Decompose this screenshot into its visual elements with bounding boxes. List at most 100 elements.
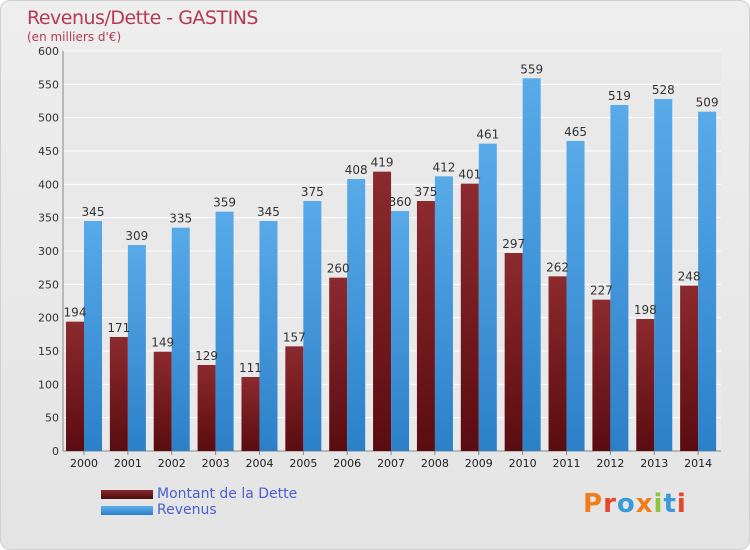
x-tick-label: 2013 (640, 457, 668, 470)
data-label-revenus: 408 (345, 163, 368, 177)
data-label-dette: 227 (590, 284, 613, 298)
data-label-dette: 419 (371, 156, 394, 170)
bar-dette (66, 321, 84, 451)
legend-swatch-dette (101, 489, 153, 499)
y-tick-label: 400 (38, 178, 59, 191)
bar-revenus (84, 221, 102, 451)
data-label-dette: 262 (546, 260, 569, 274)
x-tick-label: 2005 (289, 457, 317, 470)
logo-letter: t (663, 489, 677, 519)
data-label-revenus: 345 (82, 205, 105, 219)
data-label-revenus: 309 (125, 229, 148, 243)
bar-dette (109, 337, 128, 451)
bar-revenus (347, 179, 366, 451)
logo-letter: i (653, 489, 664, 519)
chart-subtitle: (en milliers d'€) (27, 30, 122, 44)
data-label-dette: 198 (634, 303, 657, 317)
bar-dette (241, 377, 260, 451)
bar-dette (592, 299, 611, 451)
data-label-dette: 111 (239, 361, 262, 375)
x-tick-label: 2007 (377, 457, 405, 470)
y-tick-label: 50 (45, 412, 59, 425)
bar-revenus (478, 143, 497, 451)
x-tick-label: 2002 (158, 457, 186, 470)
bar-dette (285, 346, 304, 451)
logo-letter: o (616, 489, 636, 519)
bar-revenus (127, 245, 146, 451)
data-label-revenus: 345 (257, 205, 280, 219)
x-tick-label: 2006 (333, 457, 361, 470)
bar-dette (416, 201, 435, 451)
data-label-revenus: 465 (564, 125, 587, 139)
y-tick-label: 150 (38, 345, 59, 358)
x-tick-label: 2009 (465, 457, 493, 470)
bar-dette (373, 171, 392, 451)
y-tick-label: 200 (38, 312, 59, 325)
x-tick-label: 2004 (245, 457, 273, 470)
y-tick-label: 300 (38, 245, 59, 258)
data-label-dette: 171 (107, 321, 130, 335)
data-label-dette: 194 (64, 306, 87, 320)
data-label-dette: 129 (195, 349, 218, 363)
x-tick-label: 2001 (114, 457, 142, 470)
x-tick-label: 2012 (596, 457, 624, 470)
legend-swatch-revenus (101, 505, 153, 515)
y-tick-label: 0 (52, 445, 59, 458)
x-tick-label: 2008 (421, 457, 449, 470)
bar-revenus (215, 211, 234, 451)
data-label-revenus: 559 (520, 62, 543, 76)
bar-dette (548, 276, 567, 451)
data-label-revenus: 461 (476, 128, 499, 142)
logo-letter: x (635, 489, 654, 519)
data-label-dette: 297 (502, 237, 525, 251)
bar-revenus (566, 141, 585, 451)
data-label-dette: 248 (678, 270, 701, 284)
bar-revenus (610, 105, 629, 451)
bar-revenus (259, 221, 278, 451)
data-label-revenus: 360 (389, 195, 412, 209)
legend-label-revenus: Revenus (157, 502, 217, 518)
x-tick-label: 2010 (509, 457, 537, 470)
bar-dette (197, 365, 216, 451)
data-label-revenus: 375 (301, 185, 324, 199)
data-label-revenus: 509 (696, 96, 719, 110)
legend: Montant de la Dette Revenus (101, 486, 297, 518)
data-label-revenus: 359 (213, 196, 236, 210)
y-tick-label: 250 (38, 278, 59, 291)
legend-item-dette: Montant de la Dette (101, 486, 297, 502)
x-tick-label: 2003 (202, 457, 230, 470)
chart-title: Revenus/Dette - GASTINS (27, 7, 258, 29)
bar-revenus (654, 99, 673, 451)
y-tick-label: 550 (38, 78, 59, 91)
bar-revenus (391, 211, 410, 451)
x-tick-label: 2011 (553, 457, 581, 470)
bar-dette (460, 183, 479, 451)
y-tick-label: 600 (38, 45, 59, 58)
data-label-dette: 260 (327, 262, 350, 276)
bar-dette (680, 285, 699, 451)
data-label-dette: 157 (283, 330, 306, 344)
legend-item-revenus: Revenus (101, 502, 297, 518)
bar-revenus (171, 227, 190, 451)
bar-revenus (522, 78, 541, 451)
data-label-dette: 401 (458, 168, 481, 182)
logo-letter: r (603, 489, 617, 519)
x-tick-label: 2000 (70, 457, 98, 470)
bar-dette (636, 319, 655, 451)
y-tick-label: 350 (38, 212, 59, 225)
data-label-revenus: 412 (432, 160, 455, 174)
y-tick-label: 100 (38, 378, 59, 391)
y-tick-label: 500 (38, 112, 59, 125)
x-tick-label: 2014 (684, 457, 712, 470)
y-tick-label: 450 (38, 145, 59, 158)
data-label-revenus: 528 (652, 83, 675, 97)
data-label-dette: 149 (151, 336, 174, 350)
bar-dette (329, 277, 348, 451)
bar-dette (504, 253, 523, 451)
data-label-revenus: 335 (169, 212, 192, 226)
logo-letter: i (676, 489, 687, 519)
data-label-dette: 375 (414, 185, 437, 199)
bar-revenus (303, 201, 322, 451)
